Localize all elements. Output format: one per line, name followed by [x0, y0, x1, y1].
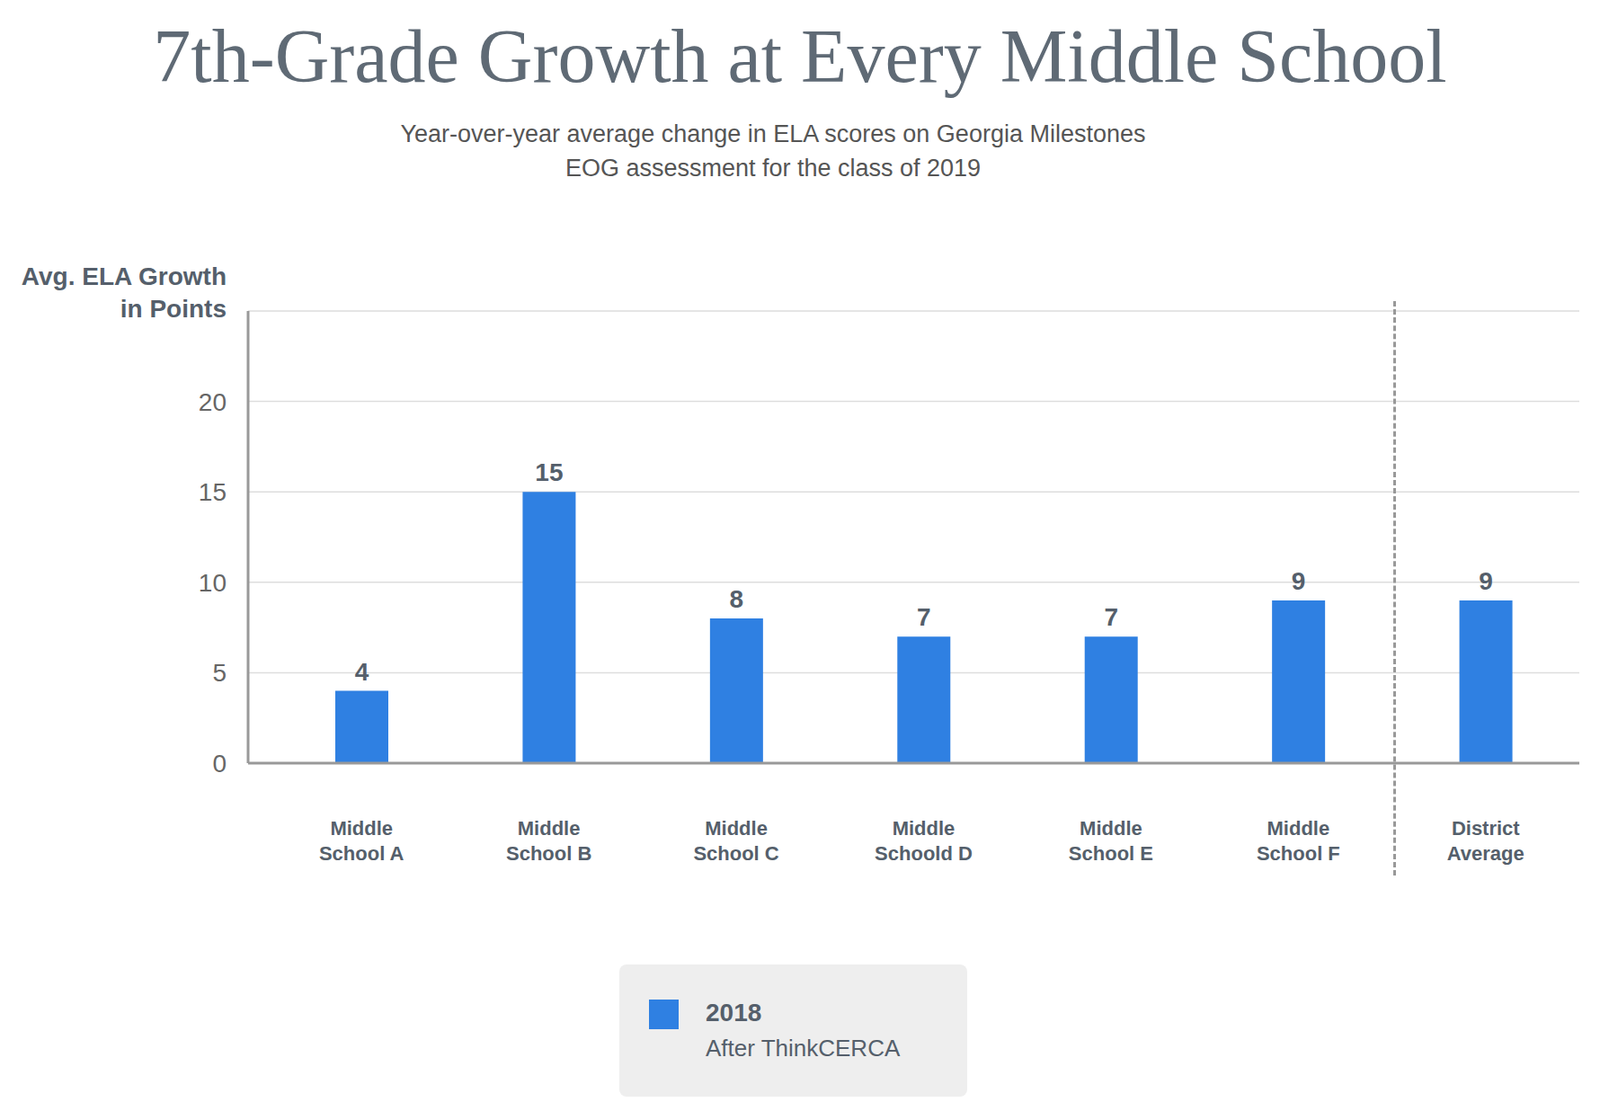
svg-text:10: 10 [198, 568, 227, 597]
svg-text:0: 0 [212, 749, 227, 778]
svg-text:MiddleSchool A: MiddleSchool A [319, 817, 405, 865]
html-text:7th-Grade Growth at Every Midd: 7th-Grade Growth at Every Middle School [153, 14, 1447, 98]
svg-text:15: 15 [198, 478, 227, 507]
html-text:After ThinkCERCA: After ThinkCERCA [705, 1034, 901, 1062]
svg-text:MiddleSchoold D: MiddleSchoold D [874, 817, 973, 865]
svg-text:MiddleSchool E: MiddleSchool E [1068, 817, 1154, 865]
svg-text:7: 7 [1103, 603, 1119, 632]
svg-text:9: 9 [1291, 567, 1307, 596]
svg-text:DistrictAverage: DistrictAverage [1447, 817, 1525, 865]
svg-text:MiddleSchool B: MiddleSchool B [506, 817, 592, 865]
svg-text:MiddleSchool F: MiddleSchool F [1256, 817, 1341, 865]
html-text:2018: 2018 [705, 998, 762, 1027]
svg-text:9: 9 [1478, 567, 1494, 596]
svg-text:MiddleSchool C: MiddleSchool C [693, 817, 779, 865]
svg-text:15: 15 [534, 458, 563, 487]
html-text:Avg. ELA Growth in Points: Avg. ELA Growth in Points [21, 262, 227, 323]
svg-text:7: 7 [916, 603, 932, 632]
svg-text:4: 4 [355, 657, 370, 686]
svg-text:5: 5 [212, 658, 227, 687]
svg-text:20: 20 [198, 388, 227, 417]
svg-text:8: 8 [729, 585, 745, 614]
html-text:Year-over-year average change: Year-over-year average change in ELA sco… [400, 120, 1146, 182]
